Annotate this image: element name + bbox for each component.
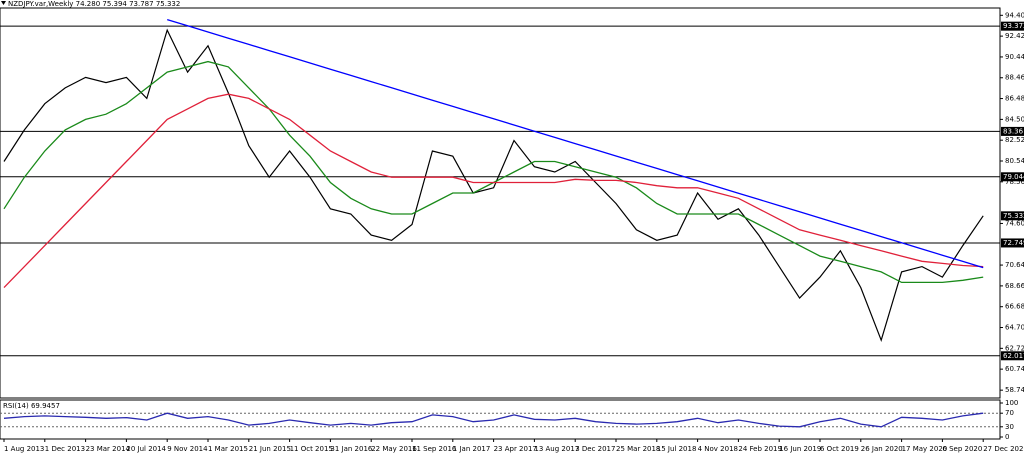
x-tick-label: 11 Sep 2016 — [412, 445, 457, 453]
x-tick-label: 13 Aug 2017 — [534, 445, 579, 453]
y-tick-label: 64.705 — [1005, 324, 1024, 332]
x-tick-label: 1 Jan 2017 — [453, 445, 491, 453]
y-tick-label: 66.685 — [1005, 303, 1024, 311]
y-tick-label: 86.485 — [1005, 95, 1024, 103]
y-tick-label: 92.425 — [1005, 32, 1024, 40]
x-tick-label: 20 Jul 2014 — [126, 445, 166, 453]
last-price-box — [1001, 211, 1024, 221]
y-tick-label: 58.745 — [1005, 386, 1024, 394]
y-tick-label: 100 — [1005, 399, 1018, 407]
line-series — [3, 60, 984, 284]
y-tick-label: 30 — [1005, 423, 1014, 431]
level-label: 93.372 — [1003, 22, 1024, 30]
x-tick-label: 21 Jun 2015 — [249, 445, 291, 453]
y-tick-label: 80.545 — [1005, 157, 1024, 165]
x-tick-label: 15 Jul 2018 — [657, 445, 697, 453]
last-price-label: 75.332 — [1003, 212, 1024, 220]
y-tick-label: 60.745 — [1005, 365, 1024, 373]
level-label: 79.044 — [1003, 173, 1024, 181]
x-tick-label: 4 Nov 2018 — [698, 445, 738, 453]
line-series — [3, 28, 984, 343]
x-tick-label: 1 Aug 2013 — [4, 445, 44, 453]
rsi-title: RSI(14) 69.9457 — [3, 402, 60, 410]
level-label: 62.017 — [1003, 352, 1024, 360]
x-tick-label: 26 Jan 2020 — [861, 445, 903, 453]
line-series — [167, 18, 984, 269]
x-tick-label: 9 Nov 2014 — [167, 445, 208, 453]
y-tick-label: 84.505 — [1005, 115, 1024, 123]
y-tick-label: 88.465 — [1005, 74, 1024, 82]
x-tick-label: 1 Dec 2013 — [45, 445, 85, 453]
x-tick-label: 25 Mar 2018 — [616, 445, 660, 453]
y-tick-label: 78.565 — [1005, 178, 1024, 186]
y-tick-label: 68.665 — [1005, 282, 1024, 290]
y-tick-label: 74.605 — [1005, 219, 1024, 227]
x-tick-label: 31 Jan 2016 — [330, 445, 373, 453]
y-tick-label: 62.725 — [1005, 344, 1024, 352]
level-box — [1001, 172, 1024, 182]
price-panel — [0, 7, 1001, 399]
x-tick-label: 3 Dec 2017 — [575, 445, 615, 453]
level-label: 83.36 — [1003, 127, 1024, 135]
level-box — [1001, 21, 1024, 31]
x-tick-label: 11 Oct 2015 — [290, 445, 333, 453]
y-tick-label: 94.405 — [1005, 11, 1024, 19]
y-tick-label: 70 — [1005, 409, 1014, 417]
x-tick-label: 23 Mar 2014 — [86, 445, 131, 453]
x-tick-label: 24 Feb 2019 — [738, 445, 782, 453]
x-tick-label: 23 Apr 2017 — [494, 445, 537, 453]
y-tick-label: 70.645 — [1005, 261, 1024, 269]
level-box — [1001, 238, 1024, 248]
x-tick-label: 22 May 2016 — [371, 445, 417, 453]
x-tick-label: 16 Jun 2019 — [779, 445, 821, 453]
y-tick-label: 90.445 — [1005, 53, 1024, 61]
x-tick-label: 6 Oct 2019 — [820, 445, 859, 453]
level-box — [1001, 126, 1024, 136]
x-tick-label: 17 May 2020 — [902, 445, 948, 453]
level-box — [1001, 351, 1024, 361]
x-tick-label: 6 Sep 2020 — [942, 445, 982, 453]
title-arrow — [1, 1, 6, 5]
x-tick-label: 27 Dec 2020 — [983, 445, 1024, 453]
line-series — [3, 93, 984, 289]
level-label: 72.749 — [1003, 239, 1024, 247]
x-tick-label: 1 Mar 2015 — [208, 445, 248, 453]
y-tick-label: 0 — [1005, 433, 1009, 441]
line-series — [3, 412, 984, 428]
rsi-panel — [0, 399, 1001, 440]
y-tick-label: 82.525 — [1005, 136, 1024, 144]
chart-title: NZDJPY.var,Weekly 74.280 75.394 73.787 7… — [8, 0, 180, 8]
